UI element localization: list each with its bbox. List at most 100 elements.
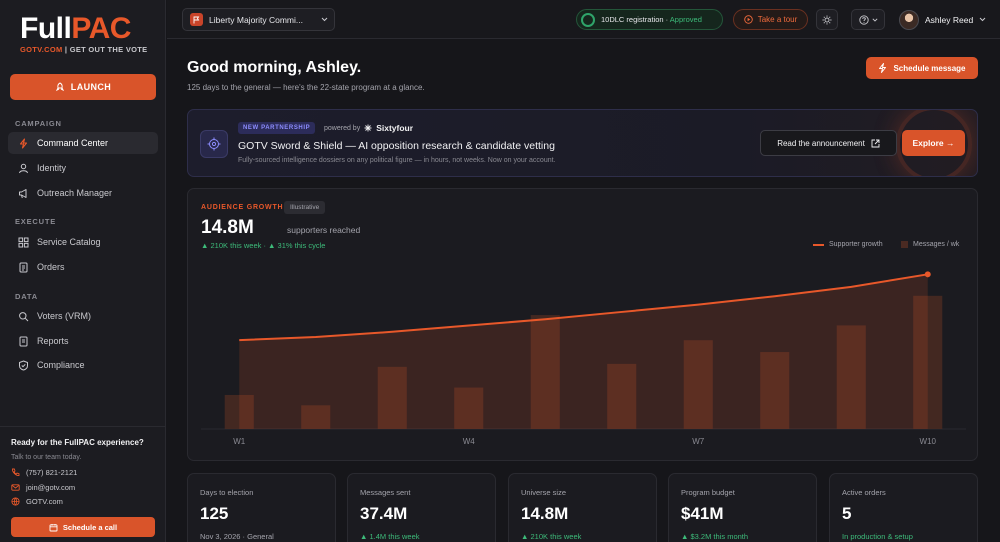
schedule-call-button[interactable]: Schedule a call [11,517,155,537]
org-switcher[interactable]: Liberty Majority Commi... [182,8,335,31]
read-announcement-button[interactable]: Read the announcement [760,130,897,156]
legend-label-line: Supporter growth [829,241,883,248]
contact-email[interactable]: join@gotv.com [11,483,75,492]
partnership-banner: NEW PARTNERSHIP powered by Sixtyfour GOT… [187,109,978,177]
10dlc-status: Approved [669,15,702,24]
chevron-down-icon [979,17,986,22]
theme-toggle-button[interactable] [816,9,838,30]
audience-eyebrow: AUDIENCE GROWTH [201,204,284,211]
sidebar-item-outreach-manager[interactable]: Outreach Manager [8,182,158,204]
mail-icon [11,483,20,492]
contact-phone[interactable]: (757) 821-2121 [11,468,77,477]
sidebar-item-label: Command Center [37,138,109,148]
legend-item-line: Supporter growth [813,241,883,248]
fullpac-logo[interactable]: FullPAC GOTV.COM | GET OUT THE VOTE [20,12,147,55]
stat-card[interactable]: Days to election 125 Nov 3, 2026 · Gener… [187,473,336,542]
megaphone-icon [17,187,29,199]
stat-card[interactable]: Active orders 5 In production & setup [829,473,978,542]
report-icon [17,335,29,347]
banner-glow-decoration [896,110,972,176]
nav-section-execute: EXECUTE [15,217,57,226]
chart-bar [836,325,866,429]
chart-bar [760,352,790,429]
chart-bar [913,295,943,429]
stat-foot: Nov 3, 2026 · General [200,532,274,541]
explore-button[interactable]: Explore → [902,130,965,156]
sun-icon [822,15,832,25]
audience-unit: supporters reached [287,225,361,235]
user-menu[interactable]: Ashley Reed [899,9,986,30]
logo-word-full: Full [20,12,72,45]
logo-word-pac: PAC [71,12,131,45]
sidebar-item-voters[interactable]: Voters (VRM) [8,305,158,327]
legend-swatch-line [813,243,824,246]
sidebar-item-label: Orders [37,262,65,272]
external-link-icon [871,139,880,148]
chart-series-line [239,273,928,342]
banner-subtitle: Fully-sourced intelligence dossiers on a… [238,157,556,164]
powered-by-label: powered by [324,124,361,132]
target-icon [200,130,228,158]
stat-foot: ▲ $3.2M this month [681,532,749,541]
launch-button[interactable]: LAUNCH [10,74,156,100]
chart-bar [530,315,560,429]
bolt-icon [878,63,887,73]
read-announcement-label: Read the announcement [777,138,865,148]
sidebar-item-label: Outreach Manager [37,188,113,198]
stat-foot: In production & setup [842,532,913,541]
contact-email-text: join@gotv.com [26,483,76,492]
stat-value: 37.4M [360,504,408,523]
sidebar: FullPAC GOTV.COM | GET OUT THE VOTE LAUN… [0,0,166,542]
stat-card[interactable]: Messages sent 37.4M ▲ 1.4M this week [347,473,496,542]
grid-icon [17,236,29,248]
calendar-icon [49,523,58,532]
chart-endpoint [924,271,931,278]
stat-card[interactable]: Universe size 14.8M ▲ 210K this week [508,473,657,542]
contact-title: Ready for the FullPAC experience? [11,438,144,447]
powered-by: powered by Sixtyfour [324,123,413,133]
play-circle-icon [743,15,753,24]
new-partnership-badge: NEW PARTNERSHIP [238,122,316,134]
flag-icon [190,13,203,26]
contact-site-text: GOTV.com [26,497,63,506]
shield-icon [17,359,29,371]
schedule-message-label: Schedule message [893,63,966,73]
stat-value: 14.8M [521,504,569,523]
stat-label: Program budget [681,488,735,497]
help-menu-button[interactable] [851,9,885,30]
schedule-message-button[interactable]: Schedule message [866,57,978,79]
chart-bar [301,405,331,429]
audience-delta: ▲ 210K this week · ▲ 31% this cycle [201,241,326,250]
nav-section-campaign: CAMPAIGN [15,119,62,128]
audience-growth-card: W1 W4 W7 W10 AUDIENCE GROWTH Illustrative 1… [187,188,978,461]
sidebar-item-label: Service Catalog [37,237,101,247]
sidebar-item-identity[interactable]: Identity [8,157,158,179]
document-icon [17,261,29,273]
stat-foot: ▲ 1.4M this week [360,532,420,541]
audience-growth-chart: W1 W4 W7 W10 [201,271,966,446]
stat-label: Universe size [521,488,567,497]
sidebar-item-label: Compliance [37,360,85,370]
logo-tag-site: GOTV.COM [20,45,63,54]
contact-site[interactable]: GOTV.com [11,497,63,506]
user-name: Ashley Reed [925,14,974,25]
chart-bar [224,394,254,429]
nav-section-data: DATA [15,292,38,301]
stat-label: Days to election [200,488,254,497]
page-subtitle: 125 days to the general — here's the 22-… [187,83,425,92]
take-tour-button[interactable]: Take a tour [733,9,808,30]
schedule-call-label: Schedule a call [62,522,118,532]
audience-value: 14.8M [201,217,254,238]
sidebar-item-orders[interactable]: Orders [8,256,158,278]
chevron-down-icon [321,17,328,22]
top-bar: Liberty Majority Commi... 10DLC registra… [167,0,1000,39]
sidebar-item-compliance[interactable]: Compliance [8,354,158,376]
10dlc-status-pill[interactable]: 10DLC registration · Approved [576,9,723,30]
sidebar-item-command-center[interactable]: Command Center [8,132,158,154]
sidebar-item-service-catalog[interactable]: Service Catalog [8,231,158,253]
chart-bar [454,387,484,429]
phone-icon [11,468,20,477]
stat-card[interactable]: Program budget $41M ▲ $3.2M this month [668,473,817,542]
sidebar-item-reports[interactable]: Reports [8,330,158,352]
legend-item-bar: Messages / wk [901,241,959,248]
